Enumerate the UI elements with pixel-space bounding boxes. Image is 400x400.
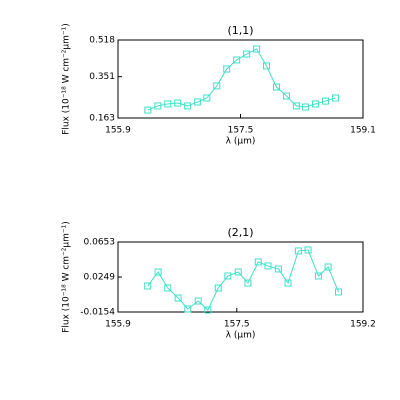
x-tick-label: 159.2 — [350, 320, 376, 330]
data-marker — [282, 92, 290, 100]
y-tick-label: 0.518 — [89, 36, 115, 46]
data-marker — [234, 268, 242, 276]
data-line — [147, 249, 339, 311]
data-line — [147, 48, 336, 111]
data-marker — [304, 246, 312, 254]
y-axis-label: Flux (10⁻¹⁸ W cm⁻²μm⁻¹) — [62, 23, 72, 135]
data-marker — [154, 268, 162, 276]
data-marker — [144, 282, 152, 290]
data-marker — [292, 102, 300, 110]
chart-title: (1,1) — [227, 24, 253, 37]
y-tick-label: 0.351 — [89, 72, 115, 82]
data-marker — [274, 265, 282, 273]
data-marker — [144, 106, 152, 114]
x-tick-label: 155.9 — [105, 126, 131, 136]
data-marker — [321, 97, 329, 105]
data-marker — [164, 284, 172, 292]
data-marker — [164, 100, 172, 108]
data-marker — [284, 279, 292, 287]
y-tick-label: 0.0653 — [84, 238, 116, 248]
x-tick-label: 155.9 — [105, 320, 131, 330]
data-marker — [324, 263, 332, 271]
data-marker — [254, 258, 262, 266]
data-marker — [204, 306, 212, 314]
x-axis-label: λ (μm) — [226, 137, 256, 147]
data-marker — [264, 262, 272, 270]
data-marker — [154, 102, 162, 110]
data-marker — [331, 94, 339, 102]
data-marker — [294, 247, 302, 255]
data-marker — [314, 272, 322, 280]
data-marker — [335, 288, 342, 296]
data-marker — [272, 83, 280, 91]
x-axis-label: λ (μm) — [226, 331, 256, 341]
x-tick-label: 157.5 — [228, 126, 254, 136]
y-tick-label: 0.163 — [89, 114, 115, 124]
data-marker — [224, 272, 232, 280]
y-axis-label: Flux (10⁻¹⁸ W cm⁻²μm⁻¹) — [62, 221, 72, 333]
data-marker — [223, 65, 231, 73]
data-marker — [174, 294, 182, 302]
data-marker — [233, 56, 241, 64]
chart-title: (2,1) — [227, 226, 253, 239]
data-marker — [203, 94, 211, 102]
x-tick-label: 157.5 — [224, 320, 250, 330]
data-marker — [194, 98, 202, 106]
data-marker — [302, 103, 310, 111]
y-tick-label: -0.0154 — [80, 308, 115, 318]
data-marker — [253, 45, 261, 53]
data-marker — [244, 279, 252, 287]
data-marker — [174, 99, 182, 107]
data-marker — [184, 305, 192, 313]
data-marker — [263, 62, 271, 70]
data-marker — [243, 50, 251, 58]
y-tick-label: 0.0249 — [84, 273, 116, 283]
data-marker — [214, 284, 222, 292]
data-marker — [213, 82, 221, 90]
data-marker — [184, 102, 192, 110]
data-marker — [312, 100, 320, 108]
x-tick-label: 159.1 — [350, 126, 376, 136]
data-marker — [194, 297, 202, 305]
